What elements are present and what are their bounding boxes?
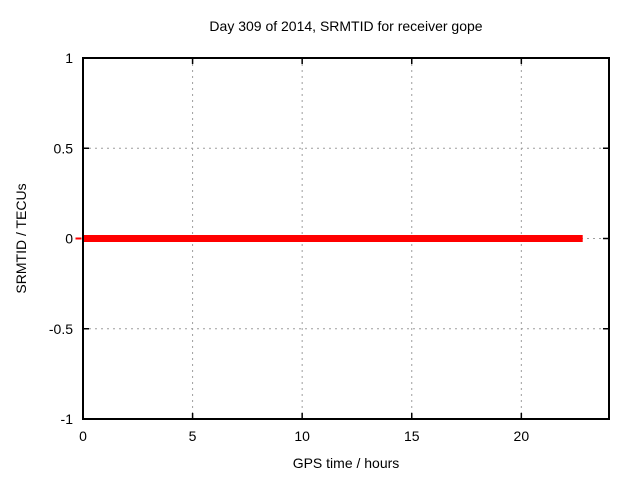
x-tick-label: 0: [79, 428, 87, 444]
y-tick-label: -1: [61, 411, 74, 427]
y-tick-label: 0: [65, 231, 73, 247]
x-tick-label: 20: [514, 428, 530, 444]
x-tick-label: 15: [404, 428, 420, 444]
y-tick-label: 1: [65, 50, 73, 66]
x-tick-label: 10: [294, 428, 310, 444]
axis-tick-labels: 0 5 10 15 20 1 0.5 0 -0.5 -1: [49, 50, 529, 444]
plot-border: [82, 57, 610, 420]
y-tick-label: 0.5: [54, 140, 74, 156]
y-tick-label: -0.5: [49, 321, 73, 337]
chart-title: Day 309 of 2014, SRMTID for receiver gop…: [209, 18, 482, 34]
x-tick-label: 5: [189, 428, 197, 444]
x-axis-label: GPS time / hours: [293, 455, 400, 471]
y-axis-label: SRMTID / TECUs: [13, 183, 29, 293]
